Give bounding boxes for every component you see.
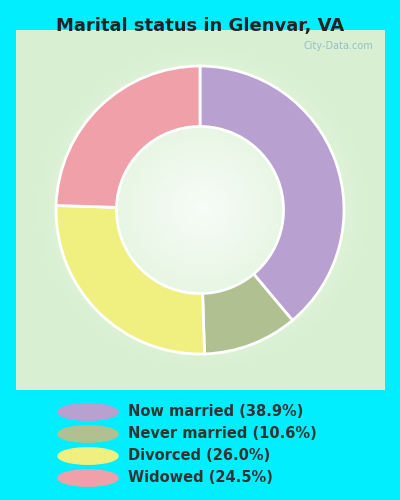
Circle shape xyxy=(58,404,118,420)
Circle shape xyxy=(58,448,118,464)
Circle shape xyxy=(58,470,118,486)
Wedge shape xyxy=(56,66,200,208)
Wedge shape xyxy=(200,66,344,320)
Text: Never married (10.6%): Never married (10.6%) xyxy=(128,426,317,442)
Wedge shape xyxy=(56,206,204,354)
Text: City-Data.com: City-Data.com xyxy=(303,41,373,51)
Text: Divorced (26.0%): Divorced (26.0%) xyxy=(128,448,270,464)
Circle shape xyxy=(58,426,118,442)
Text: Marital status in Glenvar, VA: Marital status in Glenvar, VA xyxy=(56,18,344,36)
Text: Now married (38.9%): Now married (38.9%) xyxy=(128,404,303,419)
Text: Widowed (24.5%): Widowed (24.5%) xyxy=(128,470,273,486)
Wedge shape xyxy=(203,274,292,354)
